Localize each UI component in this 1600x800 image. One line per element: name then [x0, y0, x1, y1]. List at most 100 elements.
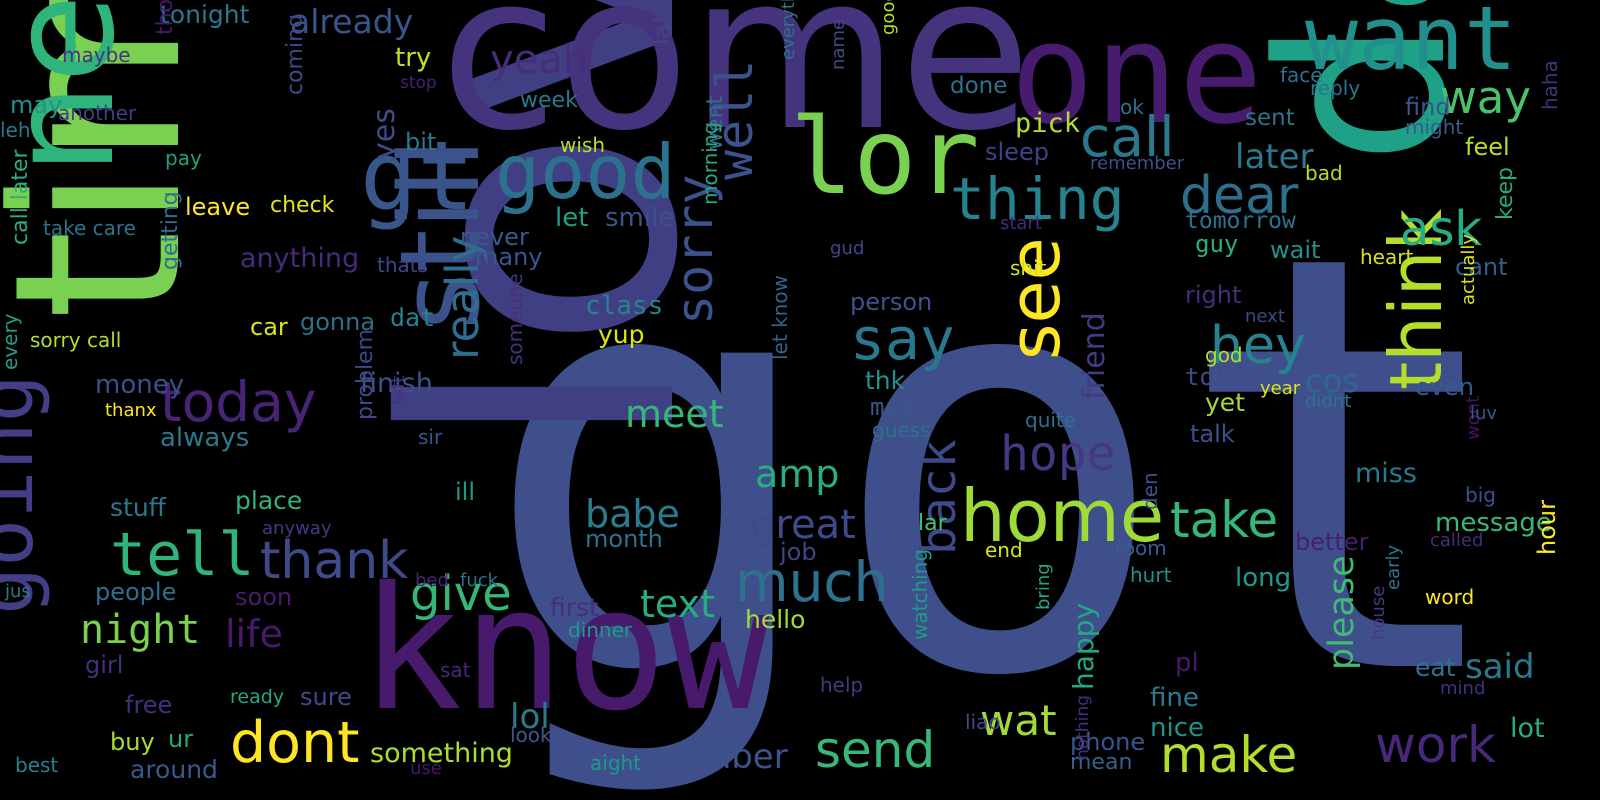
word-going: going [0, 374, 51, 615]
word-something: something [370, 738, 513, 769]
word-another: another [58, 101, 137, 125]
word-class: class [585, 291, 664, 321]
word-ready: ready [230, 686, 285, 708]
word-told: told [1185, 363, 1243, 391]
word-many: many [475, 243, 543, 271]
word-smile: smile [605, 203, 675, 233]
word-house: house [1368, 585, 1389, 640]
word-much: much [735, 550, 889, 614]
word-ask: ask [1400, 201, 1483, 257]
word-coming: coming [283, 13, 308, 95]
word-lol: lol [510, 697, 550, 737]
word-guy: guy [1195, 230, 1239, 258]
word-sent: sent [1245, 105, 1295, 131]
word-even: even [1415, 373, 1474, 401]
word-pick: pick [1015, 108, 1081, 139]
word-miss: miss [1355, 458, 1417, 489]
word-aight: aight [590, 751, 642, 775]
word-next: next [1245, 306, 1285, 327]
word-soon: soon [235, 583, 293, 611]
word-never: never [460, 223, 529, 251]
word-friend: friend [1077, 312, 1112, 400]
word-try: try [395, 43, 432, 73]
word-thats: thats [377, 253, 429, 277]
word-said: said [1465, 647, 1535, 687]
word-hope: hope [1000, 426, 1116, 482]
word-meet: meet [625, 392, 724, 436]
word-better: better [1295, 528, 1369, 556]
word-always: always [160, 423, 250, 453]
word-gud: gud [830, 238, 865, 259]
word-lar: lar [918, 511, 947, 536]
word-help: help [820, 673, 864, 697]
word-buy: buy [110, 728, 155, 756]
word-let-know: let know [768, 275, 792, 360]
word-cos: cos [1305, 362, 1359, 400]
word-sorry-call: sorry call [30, 328, 122, 352]
word-thanx: thanx [105, 400, 157, 421]
word-finish: finish [360, 368, 433, 399]
word-luv: luv [1470, 403, 1498, 424]
word-night: night [80, 607, 201, 653]
word-take: take [1170, 491, 1279, 549]
word-yet: yet [1205, 388, 1245, 417]
word-sleep: sleep [985, 138, 1049, 166]
word-gonna: gonna [300, 308, 376, 336]
word-hello: hello [745, 605, 806, 634]
word-everything: everything [778, 0, 799, 60]
word-room: room [1115, 536, 1167, 560]
word-babe: babe [585, 492, 680, 536]
word-number: number [655, 737, 788, 777]
word-liao: liao [965, 710, 1001, 734]
word-way: way [1440, 71, 1532, 124]
word-may: may [10, 91, 63, 119]
word-left: left [388, 375, 409, 405]
word-name: name [828, 18, 849, 70]
word-bring: bring [1033, 563, 1054, 610]
word-use: use [410, 758, 442, 779]
word-nice: nice [1150, 713, 1204, 743]
word-ill: ill [455, 478, 476, 506]
word-text: text [640, 582, 715, 626]
word-didnt: didnt [1305, 391, 1352, 412]
word-done: done [950, 73, 1008, 99]
word-actually: actually [1458, 233, 1479, 305]
word-big: big [1465, 483, 1496, 507]
word-keep: keep [1493, 167, 1518, 220]
word-hour: hour [1533, 500, 1561, 555]
word-ok: ok [1120, 95, 1144, 119]
word-bed: bed [415, 570, 449, 591]
word-talk: talk [1190, 420, 1235, 448]
word-call: call [1080, 105, 1175, 169]
word-dear: dear [1180, 166, 1299, 226]
word-might: might [1405, 115, 1464, 139]
word-leave: leave [185, 193, 251, 221]
word-job: job [780, 538, 817, 566]
word-thank: thank [260, 531, 409, 591]
word-look: look [510, 723, 552, 747]
word-every: every [0, 313, 22, 370]
word-hey: hey [1210, 316, 1306, 376]
word-ur: ur [168, 725, 194, 753]
word-dat: dat [390, 303, 436, 332]
word-check: check [270, 193, 335, 218]
word-eat: eat [1415, 653, 1456, 682]
word-call-later: call later [8, 149, 33, 245]
word-start: start [1000, 213, 1042, 234]
word-great: great [750, 502, 856, 548]
word-fuck: fuck [460, 570, 499, 591]
word-word: word [1425, 585, 1475, 609]
word-boy: boy [920, 375, 957, 399]
word-today: today [160, 370, 317, 434]
word-got: got [480, 132, 1519, 800]
word-amp: amp [755, 452, 840, 496]
word-tomorrow: tomorrow [1185, 208, 1296, 234]
word-msg: msg [870, 393, 914, 421]
word-feel: feel [1465, 133, 1510, 161]
word-say: say [850, 305, 955, 373]
word-tell: tell [110, 520, 255, 590]
word-one: one [1010, 0, 1263, 156]
word-take-care: take care [43, 216, 136, 240]
word-give: give [410, 566, 512, 622]
